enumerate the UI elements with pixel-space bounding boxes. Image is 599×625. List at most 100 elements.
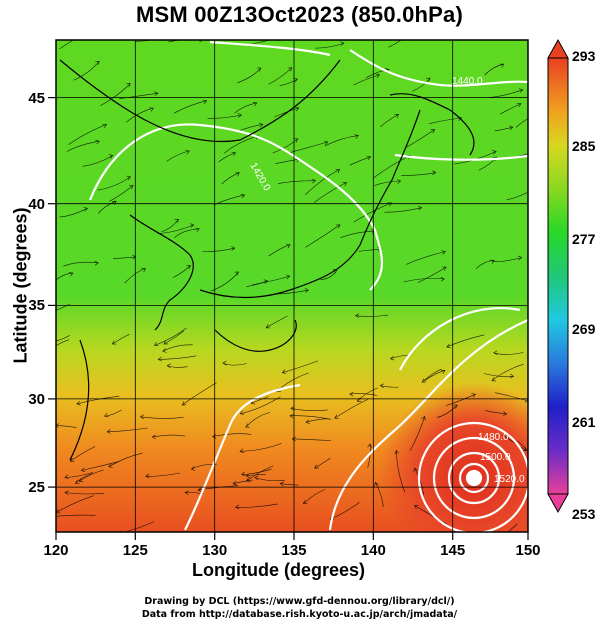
streamline-arrowhead bbox=[78, 477, 84, 483]
streamline-arrowhead bbox=[186, 265, 191, 270]
streamline bbox=[134, 40, 156, 42]
streamline bbox=[266, 315, 288, 329]
streamline-arrowhead bbox=[104, 412, 109, 418]
streamline bbox=[403, 278, 445, 283]
streamline bbox=[483, 373, 514, 378]
streamline bbox=[417, 266, 447, 283]
streamline bbox=[252, 275, 290, 286]
streamline-arrowhead bbox=[43, 340, 47, 344]
streamline-arrowhead bbox=[106, 429, 111, 434]
streamline-arrowhead bbox=[509, 125, 514, 131]
streamline bbox=[154, 327, 187, 346]
streamline bbox=[64, 472, 94, 478]
streamline bbox=[166, 150, 190, 162]
streamline-arrowhead bbox=[536, 463, 540, 467]
streamline-arrowhead bbox=[108, 463, 113, 468]
streamline-arrowhead bbox=[509, 373, 515, 379]
streamline bbox=[414, 467, 424, 496]
streamline-arrowhead bbox=[446, 343, 451, 349]
streamline-arrowhead bbox=[68, 272, 74, 277]
streamline bbox=[268, 67, 293, 85]
streamline-arrowhead bbox=[499, 63, 505, 68]
x-tick-label: 125 bbox=[123, 542, 148, 559]
streamline-arrowhead bbox=[235, 172, 240, 177]
streamline bbox=[315, 42, 345, 49]
streamline bbox=[292, 438, 332, 441]
streamline bbox=[366, 69, 390, 78]
streamline-arrowhead bbox=[197, 487, 202, 493]
x-tick-label: 120 bbox=[43, 542, 68, 559]
streamline-arrowhead bbox=[287, 67, 293, 72]
streamline bbox=[158, 355, 197, 360]
streamline bbox=[406, 129, 435, 148]
x-tick-label: 145 bbox=[440, 542, 465, 559]
streamline-arrowhead bbox=[139, 414, 145, 420]
streamline bbox=[182, 382, 217, 406]
streamline bbox=[303, 489, 326, 505]
colorbar-tick: 253 bbox=[572, 506, 596, 522]
y-axis-label: Latitude (degrees) bbox=[10, 207, 31, 364]
streamline bbox=[358, 248, 382, 252]
streamline bbox=[109, 185, 134, 202]
streamline-arrowhead bbox=[78, 36, 82, 40]
streamline-arrowhead bbox=[245, 473, 251, 478]
streamline-arrowhead bbox=[232, 480, 237, 486]
streamline bbox=[340, 230, 375, 238]
streamline-arrowhead bbox=[426, 77, 431, 82]
streamline bbox=[484, 63, 504, 76]
streamline bbox=[436, 404, 458, 418]
streamline-arrowhead bbox=[279, 481, 284, 487]
streamline-arrowhead bbox=[237, 113, 242, 118]
streamline-arrowhead bbox=[305, 419, 310, 425]
streamline bbox=[70, 446, 96, 462]
streamline bbox=[212, 433, 252, 437]
streamline bbox=[64, 492, 105, 495]
streamline-arrowhead bbox=[141, 268, 146, 273]
streamline bbox=[304, 169, 340, 196]
streamline-arrowhead bbox=[69, 457, 75, 462]
streamline-arrowhead bbox=[374, 481, 379, 487]
streamline-arrowhead bbox=[47, 348, 51, 352]
streamline bbox=[246, 465, 274, 482]
colorbar-tick: 261 bbox=[572, 414, 596, 430]
streamline-arrowhead bbox=[185, 150, 190, 155]
streamline bbox=[272, 138, 299, 154]
colorbar-tick: 277 bbox=[572, 231, 596, 247]
streamline-arrowhead bbox=[256, 67, 262, 72]
streamline bbox=[108, 452, 143, 468]
streamline-arrowhead bbox=[323, 140, 329, 146]
streamline bbox=[168, 40, 186, 43]
streamline-arrowhead bbox=[334, 414, 339, 419]
streamline bbox=[172, 265, 191, 278]
streamline-arrowhead bbox=[239, 410, 245, 415]
streamline bbox=[268, 244, 291, 257]
streamline bbox=[493, 352, 524, 355]
streamline bbox=[63, 261, 99, 267]
streamline-arrowhead bbox=[263, 279, 269, 284]
streamline-arrowhead bbox=[517, 255, 523, 261]
streamline bbox=[495, 392, 528, 402]
streamline bbox=[277, 180, 316, 184]
streamline bbox=[485, 410, 507, 415]
streamline-arrowhead bbox=[76, 400, 81, 406]
streamline-arrowhead bbox=[74, 479, 80, 484]
x-tick-label: 135 bbox=[281, 542, 306, 559]
streamline-arrowhead bbox=[94, 260, 99, 266]
streamline bbox=[81, 461, 120, 471]
streamline bbox=[349, 393, 377, 396]
streamline-arrowhead bbox=[151, 434, 156, 440]
streamline-arrowhead bbox=[32, 358, 36, 362]
streamline bbox=[305, 224, 341, 248]
plot-frame bbox=[55, 39, 529, 533]
streamline-arrowhead bbox=[290, 406, 295, 411]
streamline-arrowhead bbox=[354, 134, 359, 139]
streamline-arrowhead bbox=[175, 34, 179, 38]
streamline bbox=[245, 412, 271, 428]
streamline-arrowhead bbox=[413, 505, 419, 510]
streamline-arrowhead bbox=[83, 207, 89, 212]
streamline bbox=[112, 334, 130, 345]
streamline-arrowhead bbox=[394, 449, 400, 455]
streamline bbox=[221, 172, 240, 185]
streamline-arrowhead bbox=[440, 369, 446, 374]
streamline bbox=[421, 368, 442, 383]
